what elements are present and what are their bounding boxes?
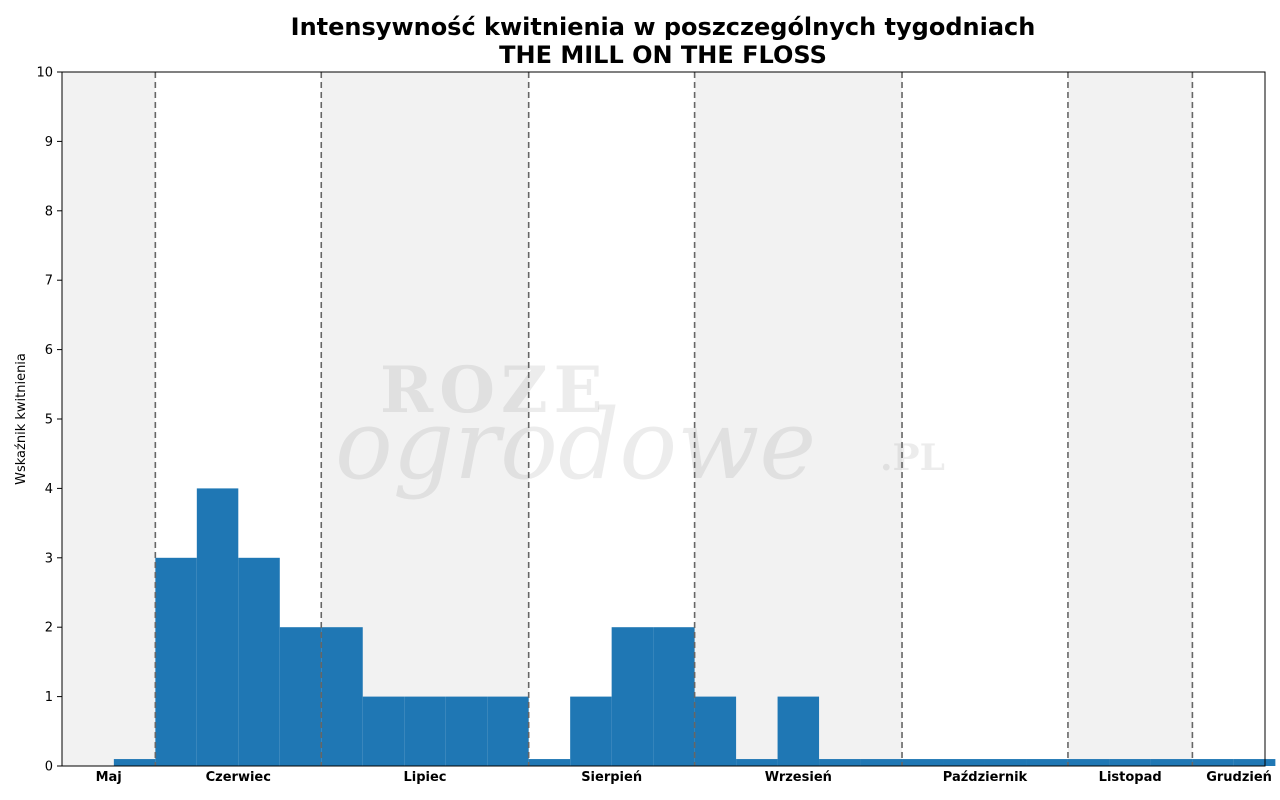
month-band	[694, 72, 903, 766]
bars	[113, 488, 1276, 766]
bar	[528, 759, 571, 766]
bar	[736, 759, 778, 766]
y-tick-label: 4	[45, 482, 53, 497]
y-tick-label: 5	[45, 413, 53, 428]
bar	[279, 627, 322, 766]
watermark: ROZE ogrodowe .PL	[335, 353, 945, 501]
month-bands	[62, 72, 1193, 766]
chart-title: Intensywność kwitnienia w poszczególnych…	[291, 13, 1036, 41]
bar	[155, 557, 197, 766]
month-label: Czerwiec	[206, 770, 271, 785]
month-label: Lipiec	[403, 770, 446, 785]
bar	[445, 696, 488, 766]
bar	[362, 696, 405, 766]
y-tick-label: 2	[45, 621, 53, 636]
bar	[570, 696, 612, 766]
bar	[487, 696, 529, 766]
y-tick-label: 6	[45, 343, 53, 358]
month-band	[62, 72, 156, 766]
y-tick-label: 7	[45, 274, 53, 289]
chart-subtitle: THE MILL ON THE FLOSS	[499, 41, 827, 69]
bar	[1026, 759, 1068, 766]
month-label: Wrzesień	[765, 770, 832, 785]
bar	[943, 759, 985, 766]
bar	[1150, 759, 1193, 766]
bar	[1109, 759, 1151, 766]
y-tick-label: 9	[45, 135, 53, 150]
bar	[1067, 759, 1110, 766]
bar	[777, 696, 820, 766]
y-tick-label: 3	[45, 551, 53, 566]
y-tick-label: 1	[45, 690, 53, 705]
y-tick-label: 0	[45, 760, 53, 775]
bar	[1192, 759, 1234, 766]
y-axis: 0 1 2 3 4 5 6 7 8 9 10	[36, 66, 62, 775]
watermark-line3: .PL	[880, 437, 945, 479]
month-label: Październik	[943, 770, 1028, 785]
bar	[321, 627, 363, 766]
month-dividers	[154, 72, 1194, 766]
y-axis-label: Wskaźnik kwitnienia	[14, 353, 29, 485]
month-label: Sierpień	[581, 770, 642, 785]
bar	[611, 627, 654, 766]
month-label: Maj	[96, 770, 122, 785]
bar	[1233, 759, 1276, 766]
bar	[984, 759, 1027, 766]
y-tick-label: 8	[45, 204, 53, 219]
watermark-line2: ogrodowe	[335, 389, 816, 501]
bar	[860, 759, 903, 766]
bar	[653, 627, 695, 766]
month-band	[1067, 72, 1193, 766]
bar	[404, 696, 446, 766]
month-label: Listopad	[1099, 770, 1162, 785]
watermark-line1: ROZE	[380, 353, 608, 428]
bar	[902, 759, 944, 766]
bar	[819, 759, 861, 766]
bar	[694, 696, 737, 766]
bar	[113, 759, 156, 766]
y-tick-label: 10	[36, 66, 53, 81]
month-label: Grudzień	[1206, 770, 1272, 785]
bar	[196, 488, 239, 766]
bar	[238, 557, 280, 766]
x-axis-months: Maj Czerwiec Lipiec Sierpień Wrzesień Paździe…	[96, 770, 1272, 785]
